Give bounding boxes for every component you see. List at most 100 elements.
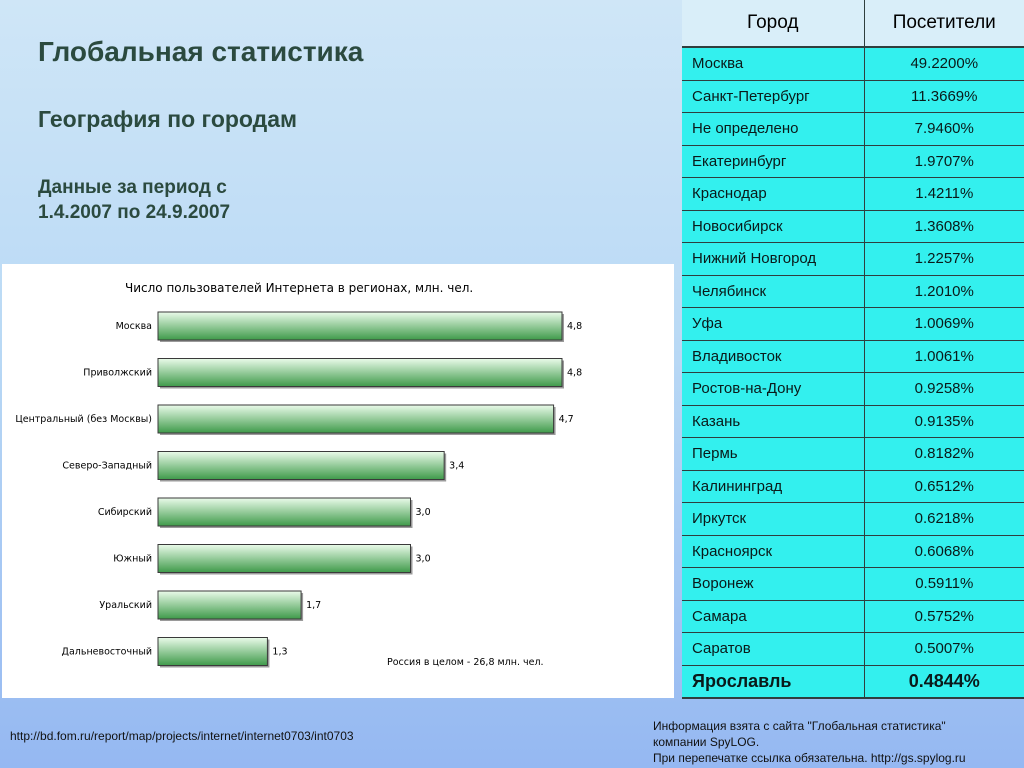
table-row: Красноярск 0.6068%: [682, 534, 1024, 568]
table-row: Калининград 0.6512%: [682, 469, 1024, 503]
chart-title: Число пользователей Интернета в регионах…: [125, 281, 473, 295]
table-row: Не определено 7.9460%: [682, 112, 1024, 145]
city-cell: Уфа: [682, 307, 864, 340]
bar: [157, 590, 302, 620]
value-label: 4,8: [567, 321, 582, 332]
value-label: 1,3: [272, 647, 287, 658]
category-label: Москва: [116, 321, 152, 332]
visitors-cell: 0.5752%: [863, 599, 1024, 633]
slide-title: Глобальная статистика: [38, 36, 364, 67]
value-label: 4,7: [559, 414, 574, 425]
category-label: Уральский: [99, 600, 152, 611]
table-row: Иркутск 0.6218%: [682, 502, 1024, 535]
table-row: Саратов 0.5007%: [682, 632, 1024, 665]
table-row: Пермь 0.8182%: [682, 437, 1024, 470]
city-cell: Челябинск: [682, 274, 864, 308]
slide-subtitle: География по городам: [38, 106, 298, 132]
visitors-cell: 1.9707%: [863, 144, 1024, 178]
category-label: Северо-Западный: [62, 461, 152, 472]
category-label: Приволжский: [83, 368, 152, 379]
city-cell: Иркутск: [682, 502, 864, 535]
table-row: Воронеж 0.5911%: [682, 567, 1024, 600]
credit-line-1: Информация взята с сайта "Глобальная ста…: [653, 719, 946, 733]
column-header-city: Город: [682, 0, 864, 47]
table-row: Екатеринбург 1.9707%: [682, 144, 1024, 178]
table-header-row: Город Посетители: [682, 0, 1024, 47]
visitors-cell: 0.9135%: [863, 404, 1024, 438]
bar: [157, 497, 411, 527]
visitors-cell: 11.3669%: [863, 79, 1024, 113]
table-row: Челябинск 1.2010%: [682, 274, 1024, 308]
city-cell: Москва: [682, 46, 864, 80]
region-chart-panel: Число пользователей Интернета в регионах…: [2, 264, 674, 698]
column-header-visitors: Посетители: [863, 0, 1024, 47]
visitors-cell: 0.6218%: [863, 502, 1024, 535]
city-cell: Санкт-Петербург: [682, 79, 864, 113]
bar: [157, 451, 445, 480]
visitors-cell: 0.6068%: [863, 534, 1024, 568]
visitors-cell: 7.9460%: [863, 112, 1024, 145]
city-cell: Не определено: [682, 112, 864, 145]
visitors-cell: 1.2257%: [863, 242, 1024, 275]
value-label: 3,0: [416, 507, 431, 518]
city-cell: Красноярск: [682, 534, 864, 568]
bar: [157, 404, 555, 434]
city-cell: Краснодар: [682, 177, 864, 210]
visitors-cell: 0.8182%: [863, 437, 1024, 470]
table-row: Москва 49.2200%: [682, 46, 1024, 80]
value-label: 3,4: [449, 461, 464, 472]
value-label: 1,7: [306, 600, 321, 611]
table-row: Санкт-Петербург 11.3669%: [682, 79, 1024, 113]
table-row: Владивосток 1.0061%: [682, 339, 1024, 373]
bar: [157, 311, 563, 341]
credit-line-3: При перепечатке ссылка обязательна. http…: [653, 751, 966, 765]
city-cell: Ярославль: [682, 664, 864, 699]
table-row: Новосибирск 1.3608%: [682, 209, 1024, 243]
visitors-cell: 49.2200%: [863, 46, 1024, 80]
category-label: Центральный (без Москвы): [15, 414, 152, 425]
city-cell: Самара: [682, 599, 864, 633]
table-row: Самара 0.5752%: [682, 599, 1024, 633]
visitors-cell: 1.3608%: [863, 209, 1024, 243]
city-cell: Новосибирск: [682, 209, 864, 243]
visitors-cell: 1.0069%: [863, 307, 1024, 340]
city-cell: Нижний Новгород: [682, 242, 864, 275]
period-line-2: 1.4.2007 по 24.9.2007: [38, 202, 231, 223]
bar: [157, 637, 268, 666]
visitors-cell: 0.9258%: [863, 372, 1024, 405]
credit-line-2: компании SpyLOG.: [653, 735, 760, 749]
city-visitors-table: Город Посетители Москва 49.2200% Санкт-Пет…: [682, 0, 1024, 699]
source-url: http://bd.fom.ru/report/map/projects/int…: [10, 729, 354, 743]
city-cell: Калининград: [682, 469, 864, 503]
city-cell: Воронеж: [682, 567, 864, 600]
city-cell: Екатеринбург: [682, 144, 864, 178]
visitors-cell: 0.5911%: [863, 567, 1024, 600]
city-cell: Пермь: [682, 437, 864, 470]
category-label: Сибирский: [98, 507, 152, 518]
bar: [157, 544, 411, 573]
region-bar-chart: Число пользователей Интернета в регионах…: [15, 281, 582, 668]
category-label: Дальневосточный: [62, 647, 152, 658]
city-cell: Казань: [682, 404, 864, 438]
table-row: Уфа 1.0069%: [682, 307, 1024, 340]
table-row: Ростов-на-Дону 0.9258%: [682, 372, 1024, 405]
period-line-1: Данные за период с: [38, 177, 227, 198]
chart-annotation: Россия в целом - 26,8 млн. чел.: [387, 657, 544, 668]
category-label: Южный: [113, 554, 152, 565]
value-label: 4,8: [567, 368, 582, 379]
bar: [157, 358, 563, 387]
city-cell: Ростов-на-Дону: [682, 372, 864, 405]
visitors-cell: 1.2010%: [863, 274, 1024, 308]
table-row: Нижний Новгород 1.2257%: [682, 242, 1024, 275]
city-cell: Саратов: [682, 632, 864, 665]
period-text: Данные за период с 1.4.2007 по 24.9.2007: [38, 175, 368, 225]
visitors-cell: 0.5007%: [863, 632, 1024, 665]
visitors-cell: 1.0061%: [863, 339, 1024, 373]
value-label: 3,0: [416, 554, 431, 565]
table-row: Казань 0.9135%: [682, 404, 1024, 438]
table-row: Ярославль 0.4844%: [682, 664, 1024, 699]
visitors-cell: 0.4844%: [863, 664, 1024, 699]
city-cell: Владивосток: [682, 339, 864, 373]
table-row: Краснодар 1.4211%: [682, 177, 1024, 210]
credits: Информация взята с сайта "Глобальная ста…: [653, 718, 1023, 766]
